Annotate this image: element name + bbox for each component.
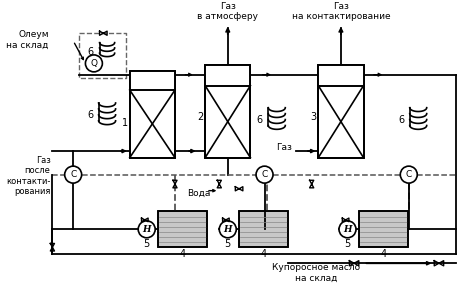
Bar (239, 211, 288, 247)
Circle shape (339, 221, 356, 238)
Text: Вода: Вода (187, 189, 211, 198)
Bar (205, 65, 250, 158)
Text: C: C (70, 170, 76, 179)
Circle shape (86, 55, 102, 72)
Text: C: C (261, 170, 268, 179)
Text: H: H (343, 225, 352, 234)
Bar (318, 65, 364, 86)
Bar (205, 65, 250, 158)
Text: Газ
после
контакти-
рования: Газ после контакти- рования (6, 156, 51, 196)
Text: 6: 6 (87, 47, 93, 57)
Bar (318, 65, 364, 158)
Text: 2: 2 (197, 112, 203, 122)
Text: Газ
в атмосферу: Газ в атмосферу (197, 1, 258, 21)
Text: 5: 5 (144, 239, 150, 250)
Text: H: H (224, 225, 232, 234)
Circle shape (138, 221, 155, 238)
Bar (130, 71, 175, 90)
Text: H: H (142, 225, 151, 234)
Text: Купоросное масло
на склад: Купоросное масло на склад (272, 263, 360, 282)
Bar (205, 86, 250, 158)
Bar (318, 86, 364, 158)
Bar (359, 211, 408, 247)
Bar (130, 71, 175, 158)
Text: Газ: Газ (276, 143, 292, 152)
Bar (158, 211, 207, 247)
Text: 5: 5 (225, 239, 231, 250)
Text: 6: 6 (257, 115, 263, 125)
Text: 4: 4 (179, 249, 186, 259)
Bar (130, 71, 175, 158)
Text: 6: 6 (398, 115, 404, 125)
Text: 4: 4 (260, 249, 266, 259)
Text: Газ
на контактирование: Газ на контактирование (292, 1, 390, 21)
Bar (158, 211, 207, 247)
Bar (205, 65, 250, 86)
Circle shape (219, 221, 236, 238)
Text: C: C (405, 170, 412, 179)
Text: 4: 4 (380, 249, 386, 259)
Circle shape (256, 166, 273, 183)
Text: Q: Q (90, 59, 97, 68)
Text: 1: 1 (122, 118, 128, 128)
Bar (359, 211, 408, 247)
Circle shape (400, 166, 417, 183)
Text: 6: 6 (87, 110, 93, 120)
Bar (239, 211, 288, 247)
Text: 5: 5 (345, 239, 351, 250)
Bar (130, 90, 175, 158)
Bar (318, 65, 364, 158)
Circle shape (65, 166, 82, 183)
Text: 3: 3 (310, 112, 316, 122)
Text: Олеум
на склад: Олеум на склад (6, 30, 49, 50)
